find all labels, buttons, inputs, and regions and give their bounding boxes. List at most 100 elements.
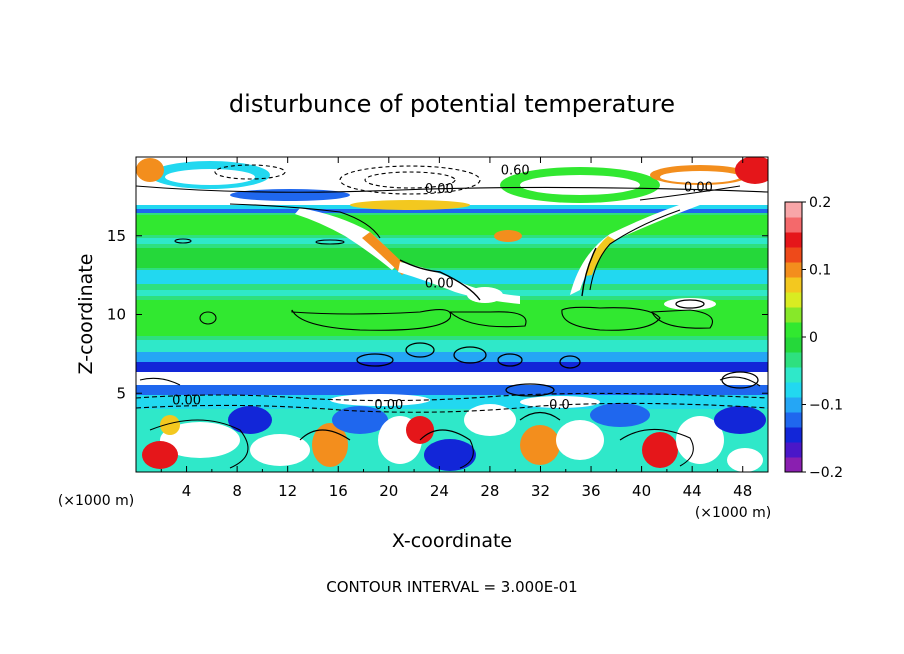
x-tick-label: 32 [531, 482, 550, 500]
lower-blue-3 [424, 439, 476, 471]
contour-interval-note: CONTOUR INTERVAL = 3.000E-01 [326, 578, 577, 596]
lower-white-1 [160, 422, 240, 458]
lower-red-3 [406, 416, 434, 444]
contour-labels: 0.60 0.00 0.00 0.00 0.00 0.00 0.0 [172, 163, 713, 413]
upper-blob-4 [520, 175, 640, 195]
x-tick-label: 20 [379, 482, 398, 500]
upper-blob-9 [735, 157, 768, 184]
colorbar-step [785, 217, 802, 233]
contour-label: 0.00 [172, 393, 201, 408]
lower-white-2 [250, 434, 310, 466]
colorbar-step [785, 337, 802, 353]
contour-label: 0.00 [425, 182, 454, 197]
lower-blue-1 [228, 406, 272, 434]
colorbar-tick-label: 0.1 [809, 263, 831, 279]
x-tick-label: 40 [632, 482, 651, 500]
y-axis-title: Z-coordinate [75, 254, 97, 375]
upper-blob-6 [660, 171, 740, 183]
colorbar-tick-label: −0.1 [809, 398, 843, 414]
contour-label: 0.60 [501, 163, 530, 178]
colorbar-step [785, 307, 802, 323]
colorbar-step [785, 322, 802, 338]
contour-lines [136, 164, 768, 469]
streak-left [295, 208, 400, 270]
colorbar-step [785, 277, 802, 293]
colorbar-step [785, 262, 802, 278]
colorbar-step [785, 292, 802, 308]
colorbar-step [785, 442, 802, 458]
x-tick-label: 48 [733, 482, 752, 500]
band-lower-blue [136, 385, 768, 395]
lower-white-8 [330, 394, 430, 406]
streak-left-edge [362, 232, 410, 275]
contour-label: 0.00 [684, 181, 713, 196]
lower-blue-2 [332, 406, 388, 434]
band-upper-blue [136, 209, 768, 213]
colorbar-step [785, 232, 802, 248]
colorbar-step [785, 382, 802, 398]
upper-blob-2 [165, 169, 255, 185]
y-tick-label: 10 [107, 306, 126, 324]
colorbar-tick-label: −0.2 [809, 465, 843, 481]
contour-label: 0.0 [549, 398, 570, 413]
band-lower-cyan [136, 395, 768, 409]
lower-white-6 [676, 416, 724, 464]
colorbar-step [785, 352, 802, 368]
x-tick-label: 8 [232, 482, 242, 500]
lower-orange-4 [520, 425, 560, 465]
colorbar-step [785, 367, 802, 383]
lower-white-5 [556, 420, 604, 460]
lower-blue-5 [590, 403, 650, 427]
plot-area [136, 157, 768, 472]
x-axis: 4 8 12 16 20 24 28 32 36 40 44 48 [160, 157, 752, 500]
lower-blue-7 [714, 406, 766, 434]
lower-white-7 [727, 448, 763, 472]
contour-label: 0.00 [425, 277, 454, 292]
x-tick-label: 4 [182, 482, 192, 500]
upper-blob-10 [136, 158, 164, 182]
x-tick-label: 24 [430, 482, 449, 500]
colorbar-tick-label: 0.2 [809, 195, 831, 211]
band-lightblue [136, 352, 768, 362]
band-cyan-3 [136, 290, 768, 296]
x-axis-unit: (×1000 m) [58, 493, 134, 509]
upper-blob-8 [350, 200, 470, 210]
colorbar-step [785, 247, 802, 263]
band-green-1 [136, 215, 768, 235]
lower-white-4 [464, 404, 516, 436]
contour-label: 0.00 [374, 398, 403, 413]
colorbar-step [785, 397, 802, 413]
streak-right [570, 198, 700, 295]
band-green-3 [136, 300, 768, 336]
colorbar-step [785, 202, 802, 218]
chart-title: disturbunce of potential temperature [229, 90, 675, 118]
lower-red-1 [142, 441, 178, 469]
colorbar-tick-label: 0 [809, 330, 818, 346]
band-deepblue [136, 362, 768, 372]
z-axis-unit: (×1000 m) [695, 505, 771, 521]
band-cyan-1 [136, 238, 768, 244]
x-axis-title: X-coordinate [392, 530, 512, 552]
mid-white-patch-2 [664, 298, 716, 310]
mid-white-patch-1 [467, 287, 503, 303]
lower-yellow-1 [160, 415, 180, 435]
y-tick-label: 5 [116, 384, 126, 402]
lower-white-9 [520, 396, 600, 408]
band-cyan-2 [136, 270, 768, 284]
x-tick-label: 36 [581, 482, 600, 500]
lower-red-6 [642, 432, 678, 468]
x-tick-label: 16 [329, 482, 348, 500]
colorbar-step [785, 427, 802, 443]
band-cyan-4 [136, 340, 768, 354]
y-tick-label: 15 [107, 227, 126, 245]
upper-blob-7 [230, 189, 350, 201]
colorbar-step [785, 412, 802, 428]
band-green-2 [136, 248, 768, 268]
y-axis: 5 10 15 [107, 227, 768, 402]
colorbar: 0.2 0.1 0 −0.1 −0.2 [784, 195, 843, 481]
x-tick-label: 44 [683, 482, 702, 500]
band-lower-white [136, 372, 768, 386]
mid-orange-patch [494, 230, 522, 242]
x-tick-label: 12 [278, 482, 297, 500]
